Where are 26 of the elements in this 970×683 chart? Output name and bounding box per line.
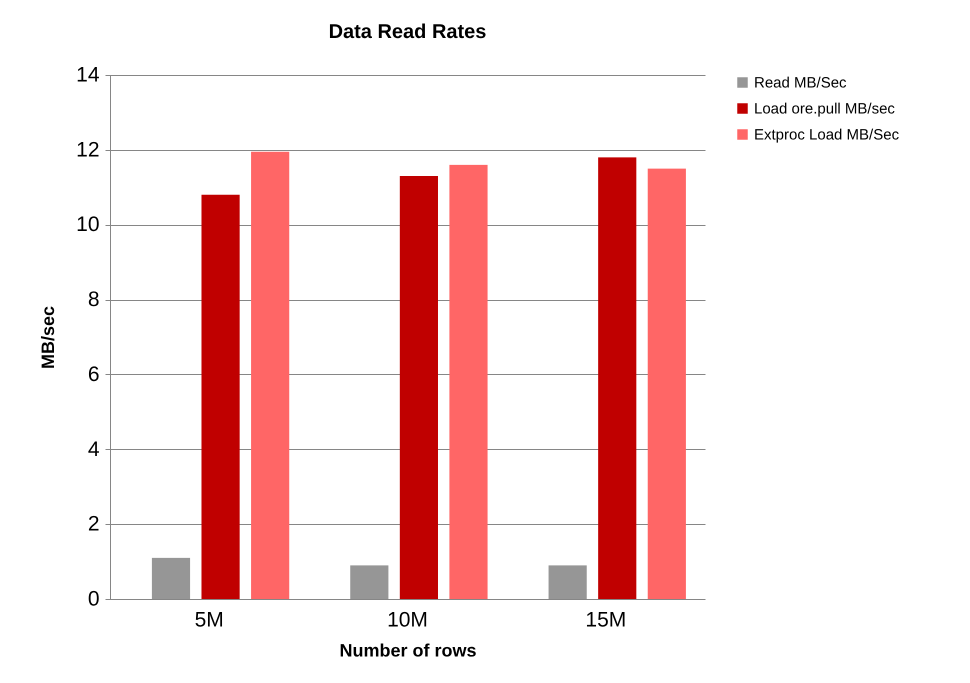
x-tick-label: 15M <box>585 608 626 632</box>
y-tick-label: 0 <box>88 588 100 610</box>
legend-label: Extproc Load MB/Sec <box>754 126 900 144</box>
bar <box>648 168 686 599</box>
chart-title: Data Read Rates <box>328 21 486 43</box>
legend-label: Load ore.pull MB/sec <box>754 100 896 118</box>
y-tick-label: 10 <box>76 213 100 236</box>
y-axis-title: MB/sec <box>38 306 58 370</box>
bar <box>152 558 190 599</box>
x-axis-title: Number of rows <box>339 640 477 660</box>
bar <box>548 565 587 599</box>
y-tick-label: 2 <box>88 512 100 536</box>
y-tick-label: 14 <box>76 64 100 86</box>
bar <box>598 157 636 599</box>
bar <box>449 164 488 599</box>
x-tick-label: 5M <box>194 608 224 632</box>
y-tick-label: 4 <box>88 438 100 461</box>
bar <box>251 152 290 599</box>
bar <box>400 176 438 599</box>
legend-label: Read MB/Sec <box>754 74 848 92</box>
y-tick-label: 8 <box>88 288 100 312</box>
y-tick-label: 12 <box>76 138 100 162</box>
x-tick-label: 10M <box>387 608 428 632</box>
bar <box>201 194 240 599</box>
bar <box>350 565 388 599</box>
y-tick-label: 6 <box>88 362 100 386</box>
